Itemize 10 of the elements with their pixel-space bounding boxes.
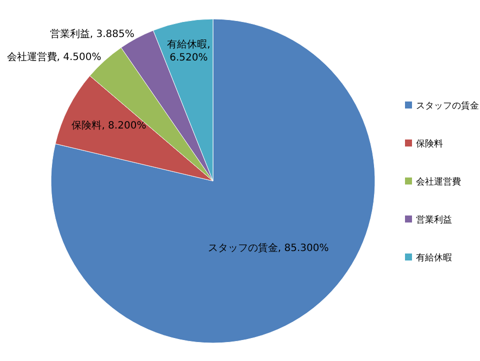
data-label: スタッフの賃金, 85.300% (208, 242, 329, 254)
data-label: 保険料, 8.200% (72, 119, 146, 132)
legend-label: 有給休暇 (416, 252, 452, 264)
legend-label: スタッフの賃金 (416, 100, 479, 112)
data-label: 営業利益, 3.885% (50, 28, 134, 40)
legend-label: 会社運営費 (416, 176, 461, 188)
legend-label: 保険料 (416, 138, 443, 150)
data-label: 会社運営費, 4.500% (6, 51, 102, 64)
legend-label: 営業利益 (416, 214, 452, 226)
data-label: 有給休暇, 6.520% (167, 38, 210, 64)
